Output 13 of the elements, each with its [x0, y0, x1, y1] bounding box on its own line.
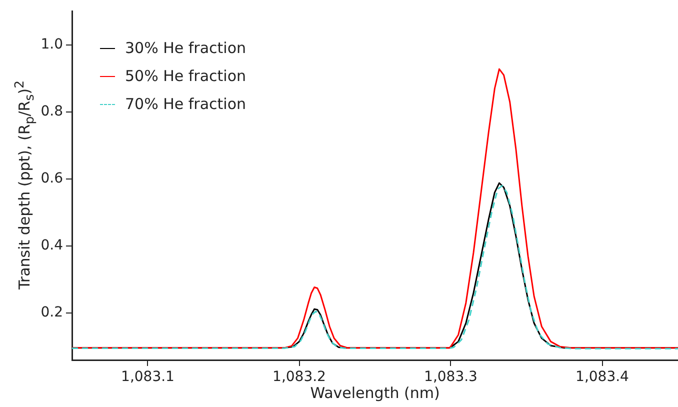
x-axis-title: Wavelength (nm)	[310, 384, 440, 402]
legend-label: 30% He fraction	[125, 39, 246, 57]
x-tick-label: 1,083.1	[121, 369, 174, 386]
x-tick-label: 1,083.3	[424, 369, 478, 386]
y-tick-label: 0.6	[40, 170, 64, 187]
y-tick-label: 1.0	[40, 36, 63, 53]
legend-label: 50% He fraction	[125, 67, 246, 85]
y-tick-label: 0.8	[40, 104, 63, 120]
y-tick-label: 0.2	[40, 304, 63, 321]
x-tick-label: 1,083.4	[576, 369, 630, 386]
legend-label: 70% He fraction	[125, 95, 246, 113]
x-tick-label: 1,083.2	[272, 369, 326, 386]
y-tick-label: 0.4	[40, 238, 64, 254]
